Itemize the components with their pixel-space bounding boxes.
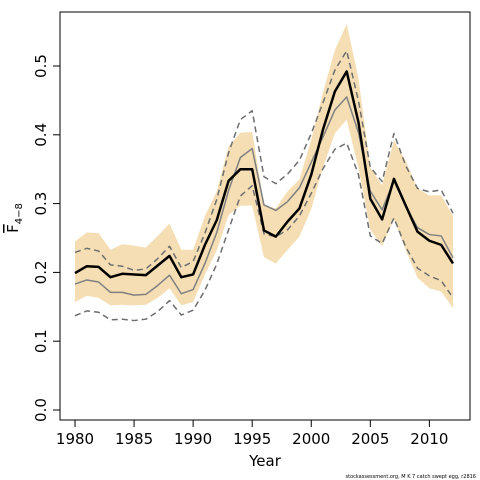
x-tick-label: 1995	[233, 430, 271, 448]
series-lines-layer	[74, 50, 455, 322]
y-tick-label: 0.4	[32, 123, 50, 147]
x-tick-label: 2005	[351, 430, 389, 448]
credit-text: stockassessment.org, M K 7 catch swept e…	[346, 474, 477, 480]
estimate-line	[74, 70, 455, 279]
x-tick-label: 1990	[174, 430, 212, 448]
x-tick-label: 2000	[292, 430, 330, 448]
y-axis-title: F4−8	[4, 203, 25, 233]
x-tick-label: 2010	[410, 430, 448, 448]
y-tick-label: 0.1	[32, 329, 50, 353]
x-axis-title: Year	[248, 452, 282, 470]
alt-lower-bound-line	[74, 142, 454, 322]
y-tick-label: 0.2	[32, 260, 50, 284]
x-tick-label: 1980	[56, 430, 94, 448]
confidence-band-layer	[75, 24, 453, 309]
y-axis-title-main: F	[4, 224, 22, 233]
x-tick-label: 1985	[115, 430, 153, 448]
x-axis: 1980 1985 1990 1995 2000 2005 2010	[56, 419, 448, 448]
y-tick-label: 0.5	[32, 54, 50, 78]
y-tick-label: 0.3	[32, 192, 50, 216]
y-tick-label: 0.0	[32, 398, 50, 422]
y-axis: 0.0 0.1 0.2 0.3 0.4 0.5	[32, 54, 61, 422]
confidence-band	[75, 24, 453, 309]
y-axis-title-subscript: 4−8	[14, 203, 25, 224]
alt-upper-bound-line	[74, 50, 454, 272]
